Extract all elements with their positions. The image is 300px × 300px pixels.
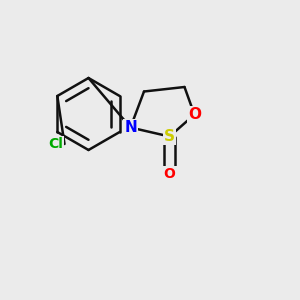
Text: O: O [164,167,175,181]
Text: S: S [164,129,175,144]
Text: O: O [188,107,201,122]
Text: N: N [124,120,137,135]
Text: Cl: Cl [48,137,63,151]
